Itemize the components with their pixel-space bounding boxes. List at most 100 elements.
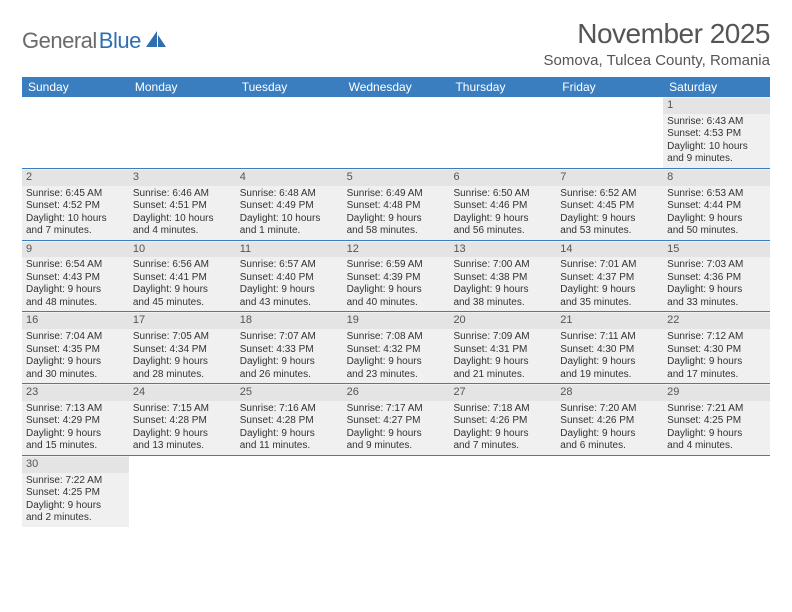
location-text: Somova, Tulcea County, Romania	[543, 52, 770, 69]
month-title: November 2025	[543, 18, 770, 50]
sunrise-text: Sunrise: 7:08 AM	[347, 331, 446, 344]
day-cell: 9Sunrise: 6:54 AMSunset: 4:43 PMDaylight…	[22, 241, 129, 312]
day-cell: 28Sunrise: 7:20 AMSunset: 4:26 PMDayligh…	[556, 384, 663, 455]
calendar-grid: SundayMondayTuesdayWednesdayThursdayFrid…	[22, 77, 770, 527]
daylight-text: Daylight: 9 hours	[667, 356, 766, 369]
sunset-text: Sunset: 4:28 PM	[133, 415, 232, 428]
sunrise-text: Sunrise: 6:59 AM	[347, 259, 446, 272]
day-number: 10	[129, 242, 236, 258]
daylight-text: Daylight: 9 hours	[133, 356, 232, 369]
day-cell: 17Sunrise: 7:05 AMSunset: 4:34 PMDayligh…	[129, 312, 236, 383]
daylight-text: Daylight: 9 hours	[26, 500, 125, 513]
day-number: 30	[22, 457, 129, 473]
day-header-sunday: Sunday	[22, 77, 129, 97]
day-number: 7	[556, 170, 663, 186]
sunrise-text: Sunrise: 7:16 AM	[240, 403, 339, 416]
day-cell: 14Sunrise: 7:01 AMSunset: 4:37 PMDayligh…	[556, 241, 663, 312]
day-cell: 4Sunrise: 6:48 AMSunset: 4:49 PMDaylight…	[236, 169, 343, 240]
sunset-text: Sunset: 4:26 PM	[560, 415, 659, 428]
day-cell: 11Sunrise: 6:57 AMSunset: 4:40 PMDayligh…	[236, 241, 343, 312]
daylight-text: Daylight: 9 hours	[667, 213, 766, 226]
daylight-text: and 48 minutes.	[26, 297, 125, 310]
daylight-text: and 4 minutes.	[667, 440, 766, 453]
sunset-text: Sunset: 4:31 PM	[453, 344, 552, 357]
day-number: 13	[449, 242, 556, 258]
daylight-text: and 15 minutes.	[26, 440, 125, 453]
daylight-text: Daylight: 9 hours	[347, 356, 446, 369]
daylight-text: Daylight: 9 hours	[26, 356, 125, 369]
sunrise-text: Sunrise: 7:17 AM	[347, 403, 446, 416]
day-headers-row: SundayMondayTuesdayWednesdayThursdayFrid…	[22, 77, 770, 97]
day-cell: 15Sunrise: 7:03 AMSunset: 4:36 PMDayligh…	[663, 241, 770, 312]
sunrise-text: Sunrise: 7:00 AM	[453, 259, 552, 272]
sunset-text: Sunset: 4:25 PM	[667, 415, 766, 428]
day-cell: 1Sunrise: 6:43 AMSunset: 4:53 PMDaylight…	[663, 97, 770, 168]
sunrise-text: Sunrise: 7:05 AM	[133, 331, 232, 344]
daylight-text: and 11 minutes.	[240, 440, 339, 453]
day-cell: 5Sunrise: 6:49 AMSunset: 4:48 PMDaylight…	[343, 169, 450, 240]
daylight-text: Daylight: 9 hours	[560, 428, 659, 441]
title-block: November 2025 Somova, Tulcea County, Rom…	[543, 18, 770, 69]
day-cell: 12Sunrise: 6:59 AMSunset: 4:39 PMDayligh…	[343, 241, 450, 312]
daylight-text: and 4 minutes.	[133, 225, 232, 238]
sunset-text: Sunset: 4:36 PM	[667, 272, 766, 285]
daylight-text: Daylight: 9 hours	[347, 428, 446, 441]
sail-icon	[145, 30, 167, 53]
daylight-text: and 53 minutes.	[560, 225, 659, 238]
day-cell: 26 Sunrise: 7:17 AMSunset: 4:27 PMDayligh…	[343, 384, 450, 455]
empty-cell	[343, 97, 450, 168]
sunrise-text: Sunrise: 6:45 AM	[26, 188, 125, 201]
day-number: 26	[343, 385, 450, 401]
day-number: 12	[343, 242, 450, 258]
day-header-tuesday: Tuesday	[236, 77, 343, 97]
daylight-text: Daylight: 9 hours	[560, 284, 659, 297]
daylight-text: Daylight: 9 hours	[560, 213, 659, 226]
sunrise-text: Sunrise: 7:15 AM	[133, 403, 232, 416]
day-cell: 2Sunrise: 6:45 AMSunset: 4:52 PMDaylight…	[22, 169, 129, 240]
sunrise-text: Sunrise: 7:21 AM	[667, 403, 766, 416]
sunrise-text: Sunrise: 7:03 AM	[667, 259, 766, 272]
sunrise-text: Sunrise: 6:52 AM	[560, 188, 659, 201]
day-number: 4	[236, 170, 343, 186]
daylight-text: and 43 minutes.	[240, 297, 339, 310]
daylight-text: and 38 minutes.	[453, 297, 552, 310]
day-number: 27	[449, 385, 556, 401]
daylight-text: and 28 minutes.	[133, 369, 232, 382]
empty-cell	[22, 97, 129, 168]
daylight-text: and 23 minutes.	[347, 369, 446, 382]
day-cell: 10Sunrise: 6:56 AMSunset: 4:41 PMDayligh…	[129, 241, 236, 312]
day-cell: 20Sunrise: 7:09 AMSunset: 4:31 PMDayligh…	[449, 312, 556, 383]
daylight-text: Daylight: 9 hours	[240, 356, 339, 369]
sunset-text: Sunset: 4:29 PM	[26, 415, 125, 428]
empty-cell	[236, 456, 343, 527]
sunset-text: Sunset: 4:27 PM	[347, 415, 446, 428]
sunset-text: Sunset: 4:49 PM	[240, 200, 339, 213]
day-number: 22	[663, 313, 770, 329]
sunrise-text: Sunrise: 7:20 AM	[560, 403, 659, 416]
daylight-text: Daylight: 9 hours	[667, 428, 766, 441]
daylight-text: Daylight: 9 hours	[453, 356, 552, 369]
day-cell: 25Sunrise: 7:16 AMSunset: 4:28 PMDayligh…	[236, 384, 343, 455]
daylight-text: Daylight: 9 hours	[26, 284, 125, 297]
sunrise-text: Sunrise: 7:01 AM	[560, 259, 659, 272]
sunset-text: Sunset: 4:25 PM	[26, 487, 125, 500]
logo-word2: Blue	[99, 28, 141, 54]
week-row: 9Sunrise: 6:54 AMSunset: 4:43 PMDaylight…	[22, 241, 770, 313]
sunrise-text: Sunrise: 7:07 AM	[240, 331, 339, 344]
sunrise-text: Sunrise: 7:09 AM	[453, 331, 552, 344]
daylight-text: Daylight: 9 hours	[453, 284, 552, 297]
daylight-text: Daylight: 9 hours	[240, 284, 339, 297]
day-header-thursday: Thursday	[449, 77, 556, 97]
week-row: 16Sunrise: 7:04 AMSunset: 4:35 PMDayligh…	[22, 312, 770, 384]
daylight-text: and 1 minute.	[240, 225, 339, 238]
day-cell: 6Sunrise: 6:50 AMSunset: 4:46 PMDaylight…	[449, 169, 556, 240]
sunrise-text: Sunrise: 6:56 AM	[133, 259, 232, 272]
sunrise-text: Sunrise: 6:46 AM	[133, 188, 232, 201]
daylight-text: and 9 minutes.	[347, 440, 446, 453]
sunrise-text: Sunrise: 6:43 AM	[667, 116, 766, 129]
day-cell: 13Sunrise: 7:00 AMSunset: 4:38 PMDayligh…	[449, 241, 556, 312]
daylight-text: and 7 minutes.	[453, 440, 552, 453]
day-cell: 23Sunrise: 7:13 AMSunset: 4:29 PMDayligh…	[22, 384, 129, 455]
sunset-text: Sunset: 4:53 PM	[667, 128, 766, 141]
daylight-text: and 30 minutes.	[26, 369, 125, 382]
